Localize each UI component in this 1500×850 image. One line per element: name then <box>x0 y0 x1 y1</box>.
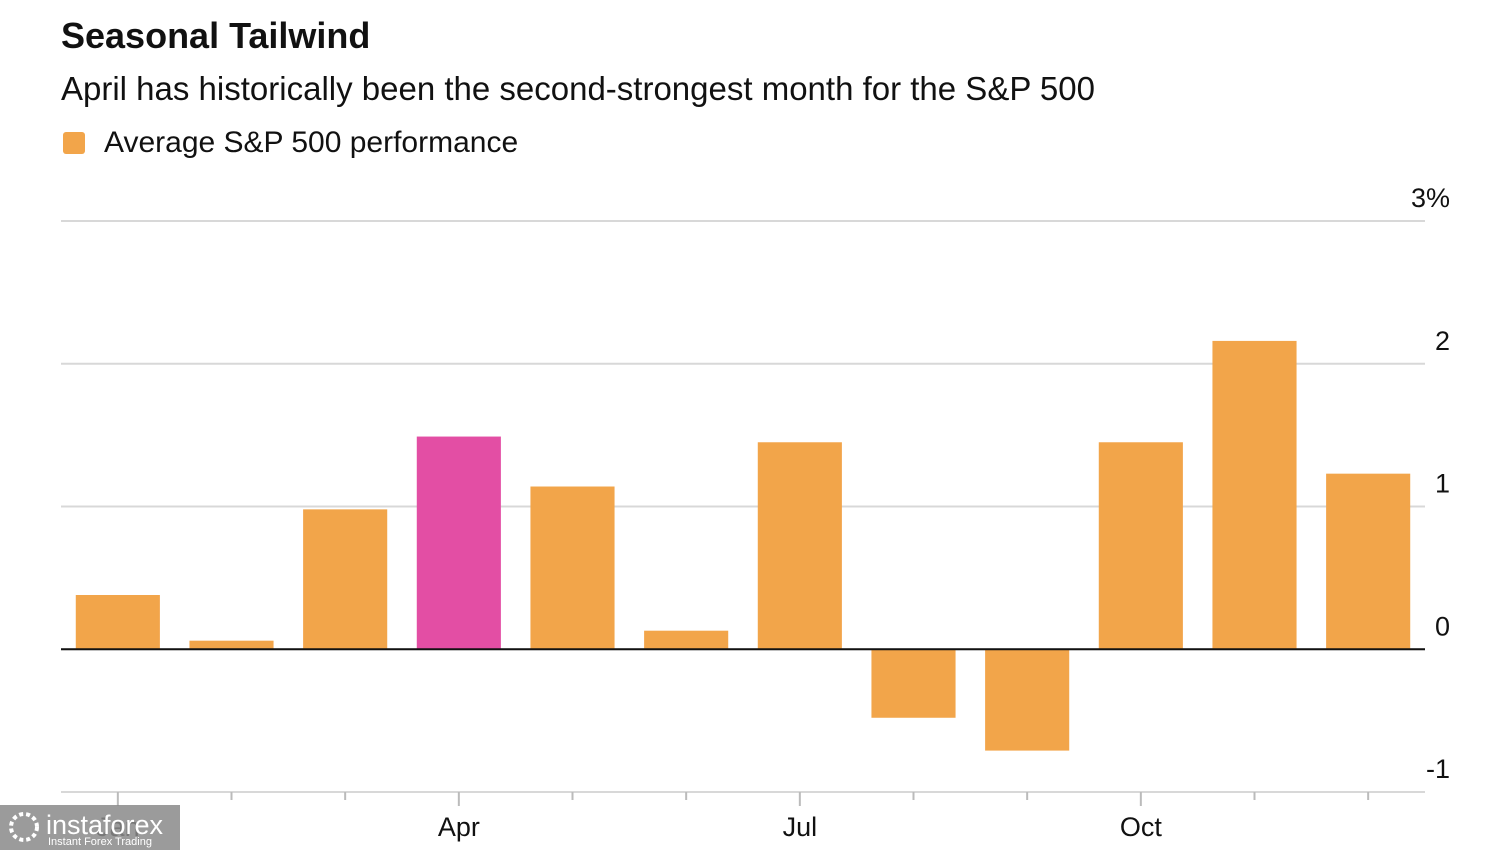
watermark-brand: instaforex <box>46 810 164 840</box>
bar <box>416 436 501 650</box>
watermark-tagline: Instant Forex Trading <box>48 836 152 848</box>
bar <box>644 630 729 650</box>
y-tick-label: 2 <box>1435 326 1450 356</box>
legend-label: Average S&P 500 performance <box>104 126 518 159</box>
watermark-logo <box>9 812 39 842</box>
bar <box>1098 442 1183 650</box>
legend-swatch <box>63 132 85 154</box>
bar <box>189 640 274 650</box>
y-tick-label: 3% <box>1411 183 1450 213</box>
bar <box>1212 340 1297 650</box>
bar <box>75 595 160 650</box>
x-tick-label: Oct <box>1120 812 1163 842</box>
bar <box>757 442 842 650</box>
x-tick-label: Jul <box>783 812 818 842</box>
bar <box>871 649 956 718</box>
y-tick-label: 0 <box>1435 611 1450 641</box>
bar <box>1326 473 1411 650</box>
x-tick-label: Apr <box>438 812 480 842</box>
watermark-box <box>0 805 180 850</box>
bar <box>530 486 615 650</box>
bar <box>303 509 388 650</box>
bar <box>985 649 1070 751</box>
chart-subtitle: April has historically been the second-s… <box>61 70 1095 107</box>
y-tick-label: -1 <box>1426 754 1450 784</box>
watermark: instaforex Instant Forex Trading <box>0 805 180 850</box>
y-tick-label: 1 <box>1435 469 1450 499</box>
chart-title: Seasonal Tailwind <box>61 15 370 56</box>
